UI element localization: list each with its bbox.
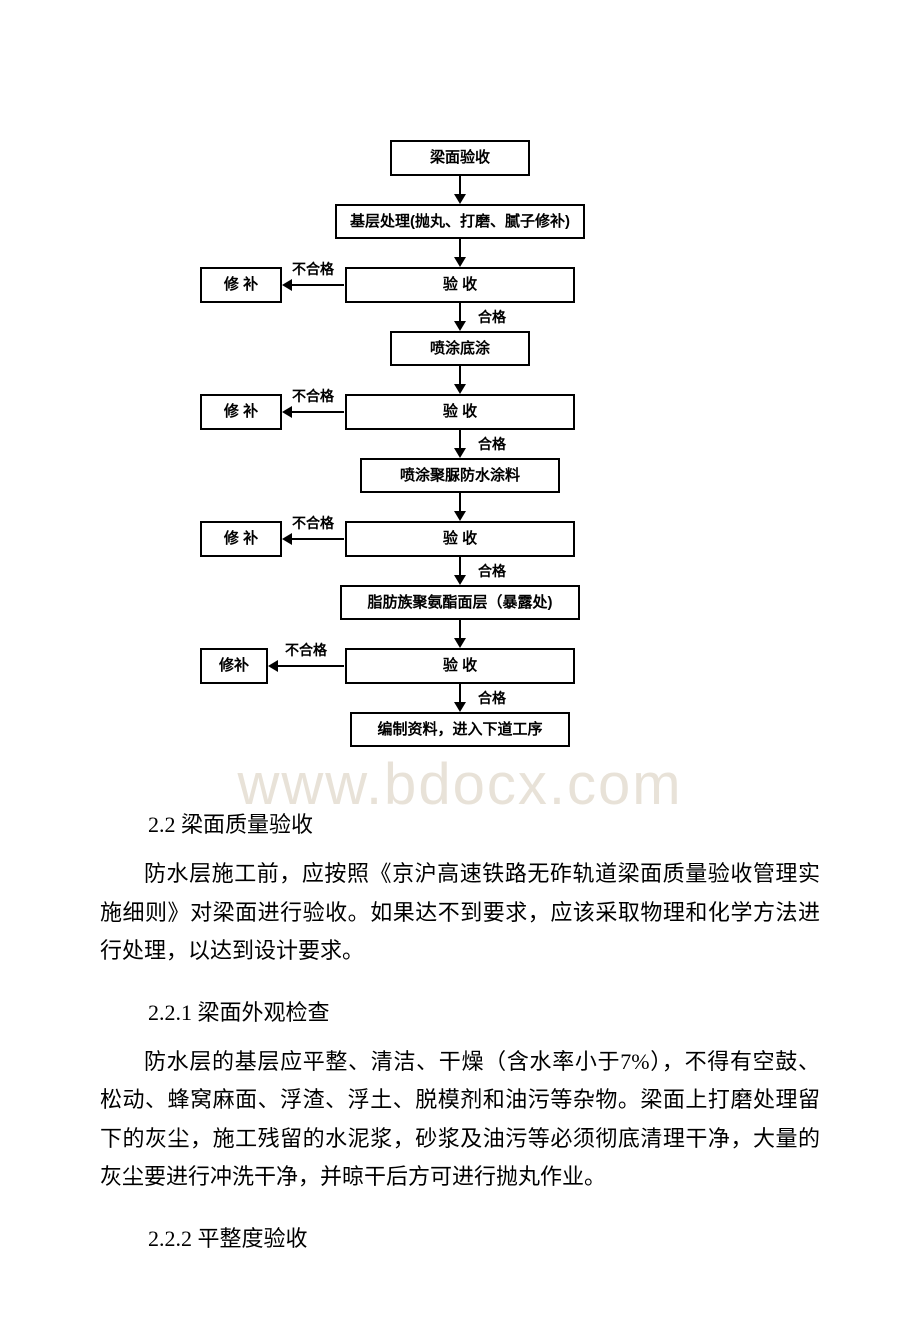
flow-side-2: 修 补 — [200, 394, 282, 430]
section-2-2-1-p1: 防水层的基层应平整、清洁、干燥（含水率小于7%），不得有空鼓、松动、蜂窝麻面、浮… — [100, 1043, 820, 1197]
flow-side-1: 修 补 — [200, 267, 282, 303]
pass-label: 合格 — [478, 688, 506, 708]
flow-node-10: 编制资料，进入下道工序 — [350, 712, 570, 748]
arrow-left-icon: 不合格 — [282, 533, 344, 545]
section-2-2-p1: 防水层施工前，应按照《京沪高速铁路无砟轨道梁面质量验收管理实施细则》对梁面进行验… — [100, 855, 820, 971]
arrow-left-icon: 不合格 — [282, 279, 344, 291]
arrow-left-icon: 不合格 — [268, 660, 344, 672]
flow-node-8: 脂肪族聚氨酯面层（暴露处) — [340, 585, 580, 621]
arrow-down-icon — [454, 493, 466, 521]
arrow-down-icon — [454, 620, 466, 648]
section-2-2-1-title: 2.2.1 梁面外观检查 — [148, 995, 820, 1027]
document-body: 2.2 梁面质量验收 防水层施工前，应按照《京沪高速铁路无砟轨道梁面质量验收管理… — [0, 807, 920, 1329]
arrow-down-icon — [454, 239, 466, 267]
pass-label: 合格 — [478, 561, 506, 581]
arrow-down-icon — [454, 430, 466, 458]
fail-label: 不合格 — [292, 259, 334, 279]
fail-label: 不合格 — [292, 386, 334, 406]
flow-node-9: 验 收 — [345, 648, 575, 684]
fail-label: 不合格 — [285, 640, 327, 660]
arrow-left-icon: 不合格 — [282, 406, 344, 418]
arrow-down-icon — [454, 176, 466, 204]
fail-label: 不合格 — [292, 513, 334, 533]
arrow-down-icon — [454, 557, 466, 585]
flow-node-2: 基层处理(抛丸、打磨、腻子修补) — [335, 204, 585, 240]
flow-node-4: 喷涂底涂 — [390, 331, 530, 367]
flow-node-5: 验 收 — [345, 394, 575, 430]
arrow-down-icon — [454, 684, 466, 712]
arrow-down-icon — [454, 303, 466, 331]
pass-label: 合格 — [478, 434, 506, 454]
pass-label: 合格 — [478, 307, 506, 327]
flow-node-1: 梁面验收 — [390, 140, 530, 176]
flowchart: 梁面验收 基层处理(抛丸、打磨、腻子修补) 修 补 不合格 验 收 合格 喷涂底… — [200, 140, 720, 747]
flow-side-3: 修 补 — [200, 521, 282, 557]
flow-node-6: 喷涂聚脲防水涂料 — [360, 458, 560, 494]
arrow-down-icon — [454, 366, 466, 394]
section-2-2-2-title: 2.2.2 平整度验收 — [148, 1221, 820, 1253]
flow-node-3: 验 收 — [345, 267, 575, 303]
section-2-2-title: 2.2 梁面质量验收 — [148, 807, 820, 839]
flow-side-4: 修补 — [200, 648, 268, 684]
flow-node-7: 验 收 — [345, 521, 575, 557]
